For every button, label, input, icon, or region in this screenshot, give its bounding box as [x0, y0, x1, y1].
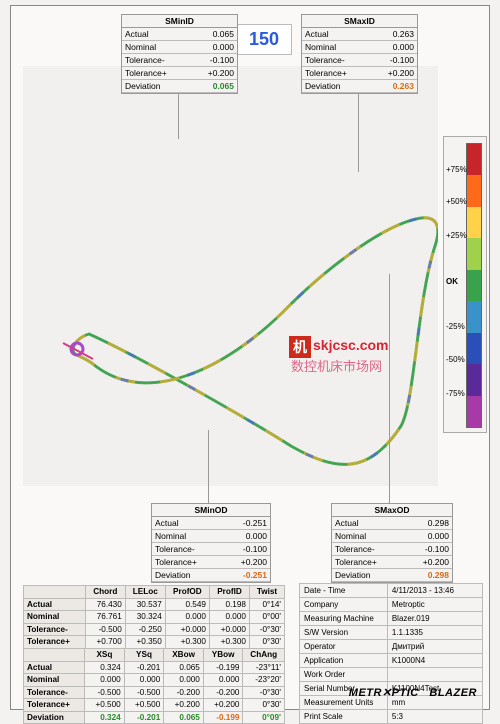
- logo-area: METR✕PTIC BLAZER: [349, 686, 477, 699]
- legend-label: -50%: [446, 355, 465, 364]
- info-box-sminid: SMinIDActual0.065Nominal0.000Tolerance--…: [121, 14, 238, 94]
- legend-label: OK: [446, 277, 458, 286]
- logo-metroptic: METR✕PTIC: [349, 687, 419, 699]
- info-box-sminod: SMinODActual-0.251Nominal0.000Tolerance-…: [151, 503, 271, 583]
- legend-label: -25%: [446, 322, 465, 331]
- leader-line: [389, 274, 390, 503]
- results-table-2: XSqYSqXBowYBowChAngActual0.324-0.2010.06…: [23, 648, 285, 724]
- profile-svg: [23, 66, 438, 486]
- report-frame: 150 +75% +50% +25% OK -25% -50% -75% SMinIDAct…: [10, 5, 490, 710]
- metadata-table: Date - Time4/11/2013 - 13:46CompanyMetro…: [299, 583, 483, 724]
- watermark-icon: 机: [289, 336, 311, 358]
- legend-label: +75%: [446, 165, 467, 174]
- info-box-smaxod: SMaxODActual0.298Nominal0.000Tolerance--…: [331, 503, 453, 583]
- legend-label: +50%: [446, 197, 467, 206]
- watermark-text: 数控机床市场网: [291, 356, 382, 375]
- color-legend: +75% +50% +25% OK -25% -50% -75%: [443, 136, 487, 433]
- logo-blazer: BLAZER: [429, 687, 477, 699]
- deviation-plot: [23, 66, 438, 486]
- info-box-smaxid: SMaxIDActual0.263Nominal0.000Tolerance--…: [301, 14, 418, 94]
- section-number: 150: [236, 24, 292, 55]
- leader-line: [208, 430, 209, 503]
- legend-label: +25%: [446, 231, 467, 240]
- leader-line: [358, 84, 359, 172]
- watermark-url: skjcsc.com: [313, 337, 389, 353]
- legend-label: -75%: [446, 389, 465, 398]
